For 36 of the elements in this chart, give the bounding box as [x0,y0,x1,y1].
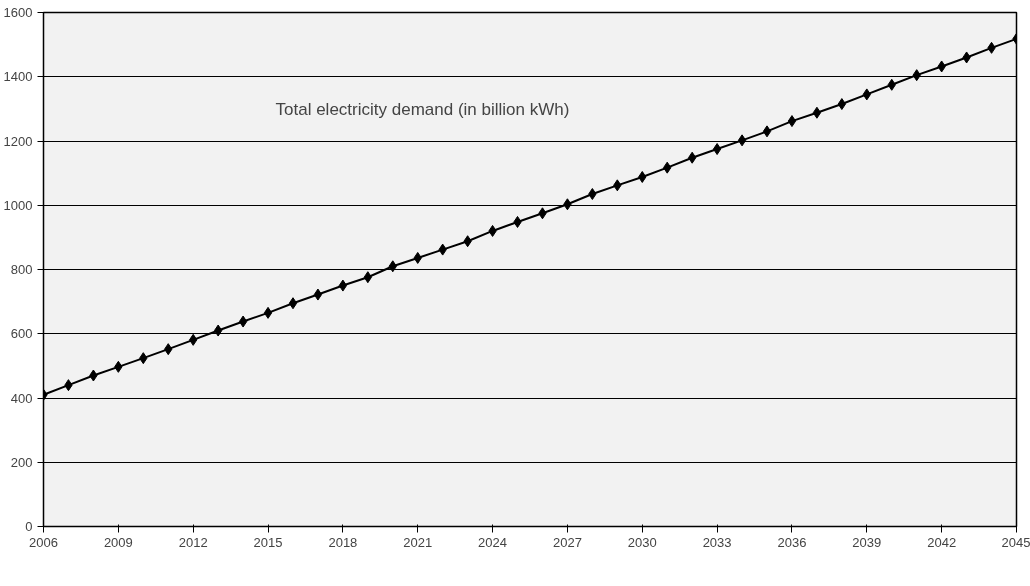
y-tick-label: 1200 [3,133,33,149]
y-tick-label: 400 [10,390,33,406]
x-tick-label: 2033 [702,534,732,550]
y-tick-label: 0 [25,519,33,534]
y-tick-label: 200 [10,454,33,470]
x-tick-label: 2006 [29,534,58,550]
y-tick-label: 800 [10,262,33,277]
point [338,279,348,292]
x-tick-label: 2018 [328,534,358,550]
point [238,315,248,328]
y-tick-label: 1400 [3,69,33,85]
y-tick-label: 1000 [3,197,33,213]
x-tick-label: 2042 [927,534,957,550]
point [737,134,747,147]
y-tick-label: 1600 [3,5,33,20]
point [288,297,298,310]
x-tick-label: 2021 [403,534,433,550]
point [213,324,223,337]
x-tick-label: 2015 [253,534,283,550]
point [263,306,273,319]
point [787,115,797,128]
x-tick-label: 2030 [627,534,657,550]
x-tick-label: 2027 [552,534,582,550]
x-tick-label: 2045 [1001,534,1030,550]
x-tick-label: 2036 [777,534,807,550]
point [812,106,822,119]
y-tick-label: 600 [10,326,33,342]
text: Total electricity demand (in billion kWh) [275,99,570,119]
point [762,125,772,138]
x-tick-label: 2024 [478,534,508,550]
point [837,98,847,111]
x-tick-label: 2012 [178,534,208,550]
point [712,143,722,156]
point [313,288,323,301]
x-tick-label: 2009 [103,534,133,550]
x-tick-label: 2039 [852,534,882,550]
